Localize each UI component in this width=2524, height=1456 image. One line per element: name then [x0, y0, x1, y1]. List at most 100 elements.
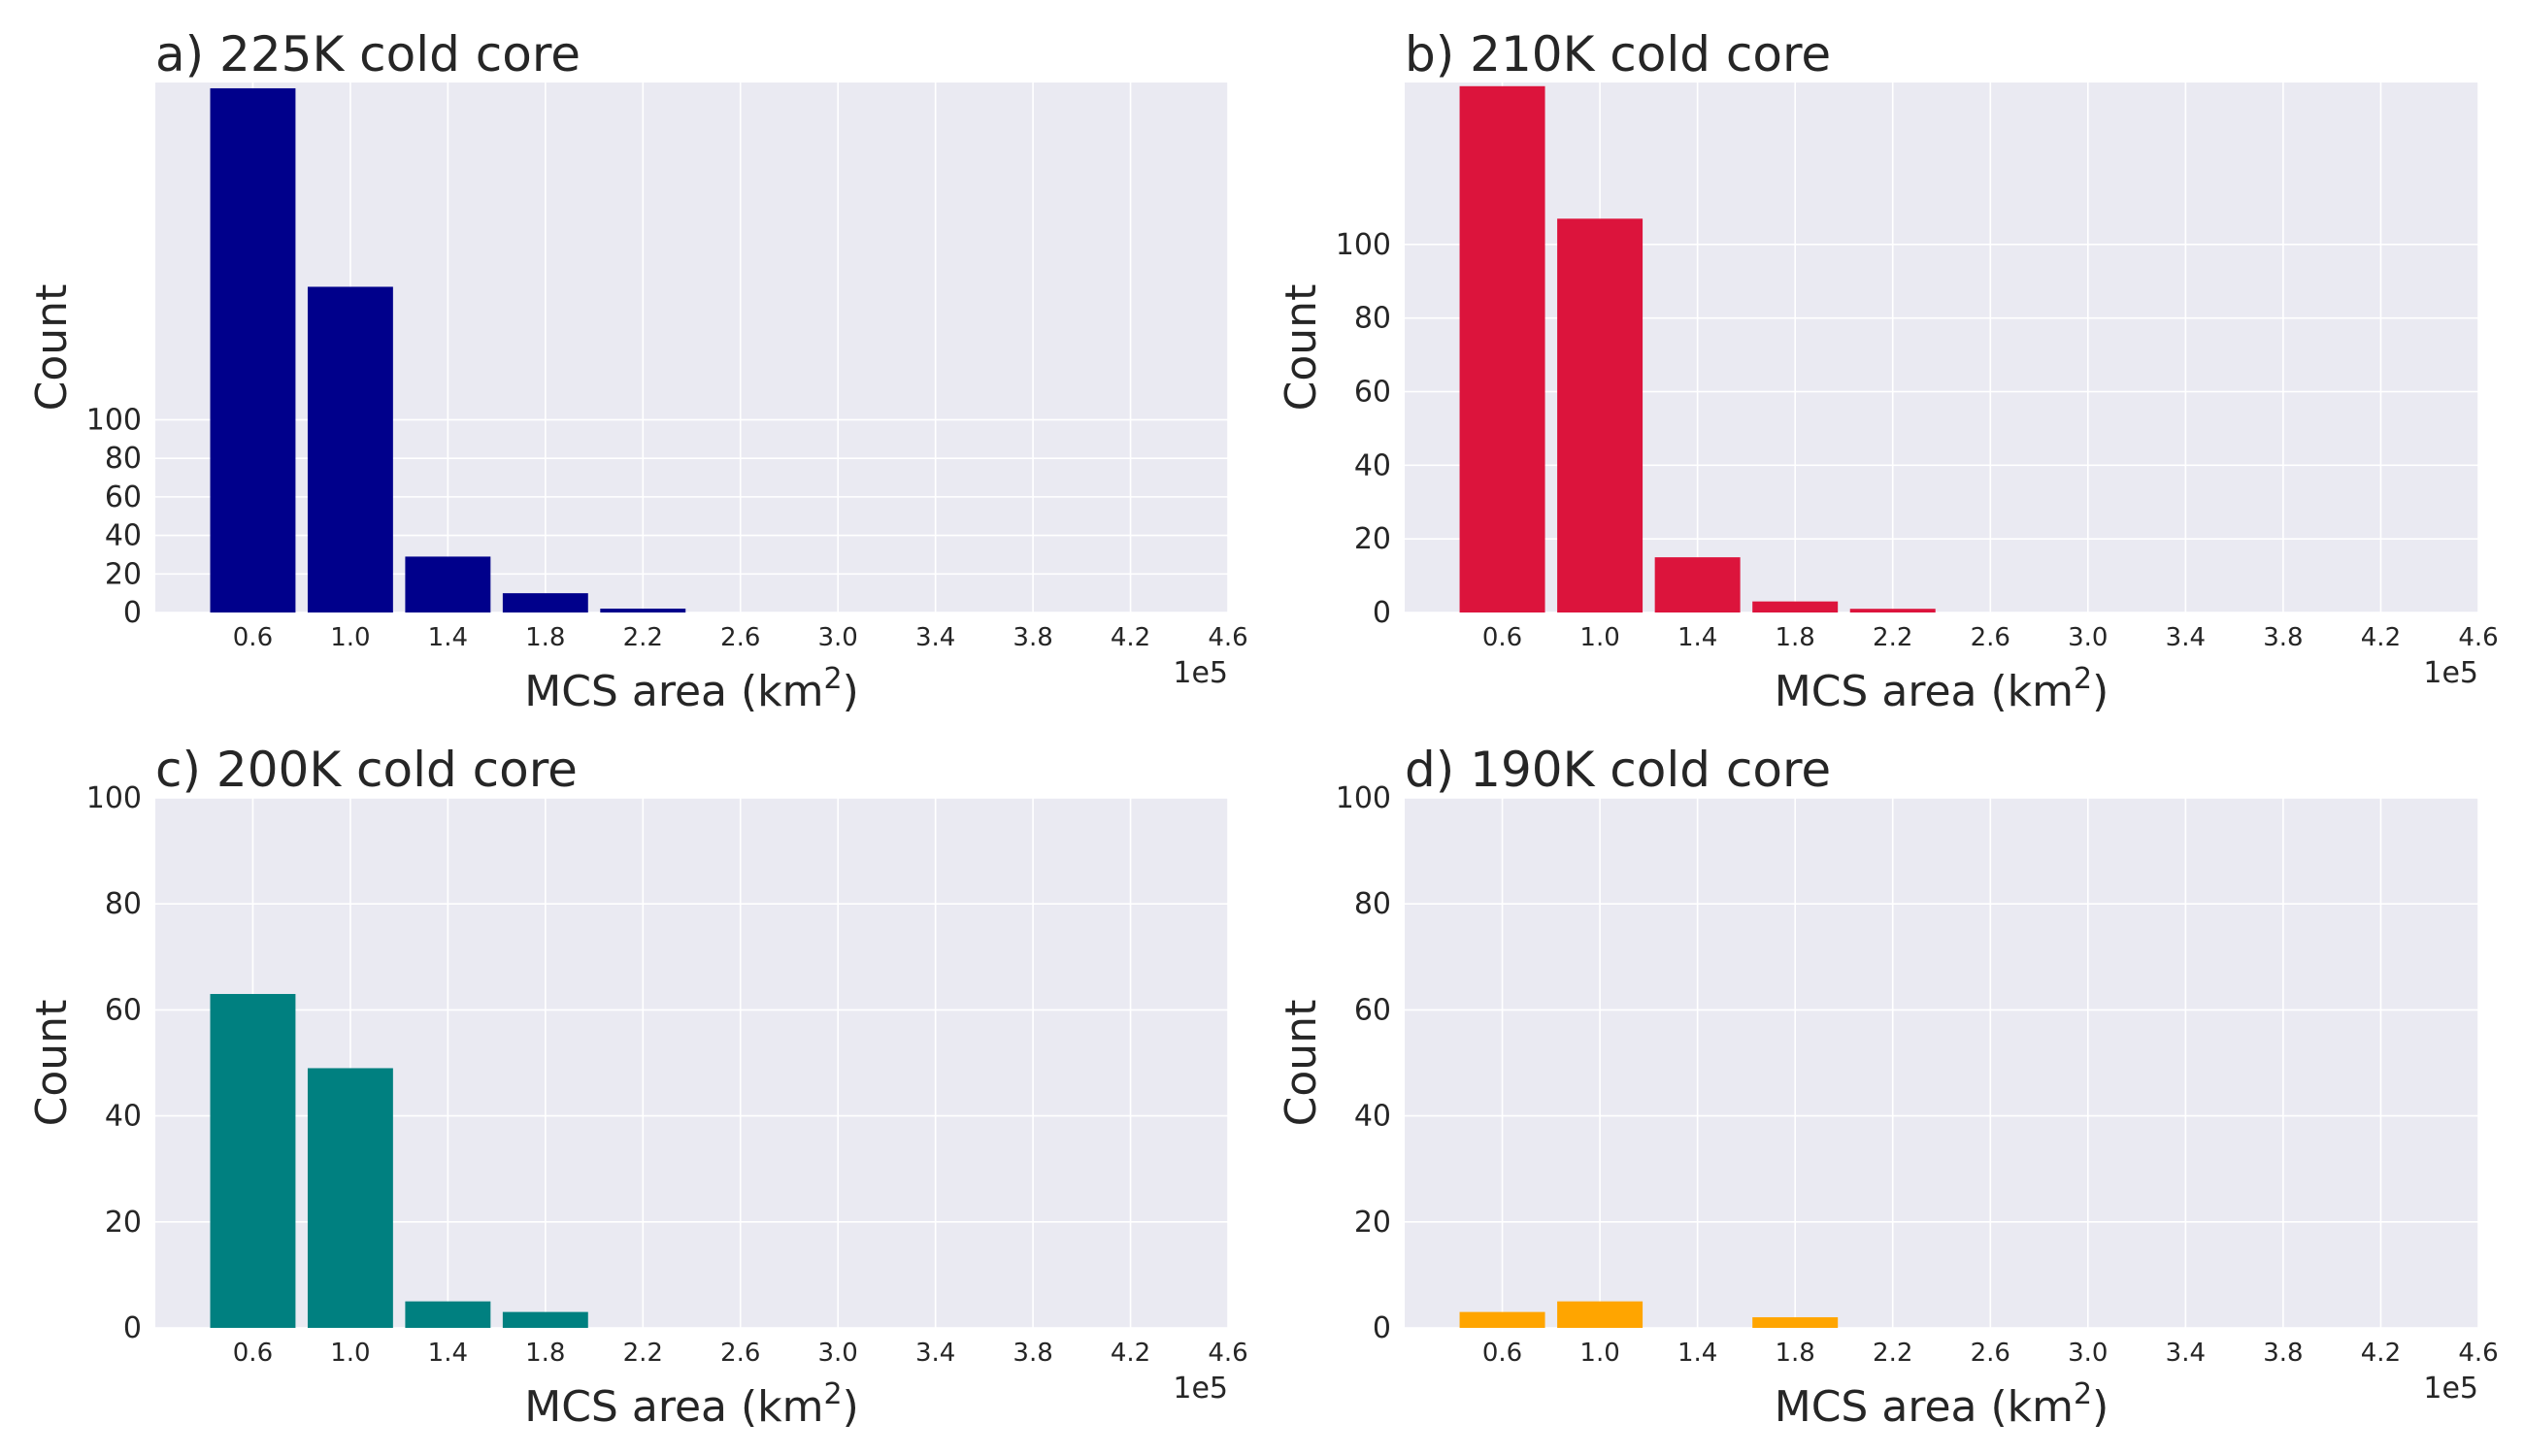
bars	[210, 87, 686, 612]
x-offset-label: 1e5	[2423, 656, 2478, 690]
x-tick-label: 3.0	[2068, 623, 2108, 652]
y-tick-label: 100	[1336, 228, 1391, 262]
y-tick-label: 20	[105, 557, 142, 591]
y-tick-label: 40	[1354, 1100, 1391, 1134]
panel-title: a) 225K cold core	[155, 26, 581, 83]
x-tick-label: 3.4	[2166, 623, 2206, 652]
y-tick-label: 0	[1373, 1311, 1391, 1345]
x-axis-label-close: )	[2092, 667, 2109, 716]
bar	[307, 1068, 393, 1328]
bar	[1654, 557, 1741, 612]
y-axis-label: Count	[1277, 284, 1326, 412]
chart-panel-d: 0.6 1.0 1.4 1.8 2.2 2.6 3.0 3.4 3.8 4.2 4.6 0 20 40 60…	[1277, 742, 2499, 1432]
x-axis-label: MCS area (km2)	[524, 662, 858, 716]
plot-area	[1405, 798, 2478, 1328]
x-tick-label: 3.0	[2068, 1339, 2108, 1368]
bar	[1459, 1311, 1545, 1328]
y-axis-label: Count	[27, 1000, 77, 1127]
x-tick-label: 0.6	[1482, 1339, 1522, 1368]
bar	[1557, 1301, 1644, 1328]
x-tick-label: 1.0	[330, 1339, 370, 1368]
y-tick-labels: 0 20 40 60 80 100	[1336, 228, 1391, 630]
x-tick-label: 4.2	[2361, 623, 2401, 652]
x-tick-label: 1.8	[525, 1339, 565, 1368]
x-axis-label: MCS area (km2)	[1775, 1377, 2109, 1432]
bar	[405, 1301, 491, 1328]
x-tick-label: 3.4	[2166, 1339, 2206, 1368]
y-tick-label: 40	[1354, 448, 1391, 482]
bars	[210, 994, 588, 1328]
grid	[1405, 797, 2479, 1329]
y-tick-label: 0	[123, 596, 142, 630]
y-tick-label: 60	[1354, 993, 1391, 1027]
x-tick-label: 4.2	[1111, 623, 1150, 652]
y-tick-label: 20	[1354, 522, 1391, 556]
x-tick-label: 1.0	[330, 623, 370, 652]
x-tick-label: 2.6	[1971, 623, 2010, 652]
x-tick-label: 1.0	[1579, 1339, 1619, 1368]
x-tick-label: 2.2	[623, 1339, 663, 1368]
x-axis-label-close: )	[2092, 1382, 2109, 1432]
y-axis-label: Count	[1277, 1000, 1326, 1127]
x-axis-label-main: MCS area (km	[1775, 1382, 2074, 1432]
y-tick-label: 0	[1373, 596, 1391, 630]
bar	[210, 87, 296, 612]
bars	[1459, 85, 1936, 612]
bar	[1557, 218, 1644, 612]
x-tick-label: 4.2	[2361, 1339, 2401, 1368]
x-axis-label-main: MCS area (km	[1775, 667, 2074, 716]
y-tick-label: 80	[105, 442, 142, 476]
chart-panel-b: 0.6 1.0 1.4 1.8 2.2 2.6 3.0 3.4 3.8 4.2 4.6 0 20 40 60…	[1277, 26, 2499, 716]
y-tick-label: 100	[1336, 781, 1391, 815]
x-axis-label-superscript: 2	[2074, 662, 2092, 696]
grid	[1405, 83, 2479, 613]
x-tick-label: 3.4	[915, 1339, 955, 1368]
x-tick-label: 3.4	[915, 623, 955, 652]
y-tick-label: 20	[105, 1206, 142, 1240]
x-tick-label: 2.2	[1873, 623, 1912, 652]
x-tick-label: 4.6	[2458, 1339, 2498, 1368]
bar	[405, 556, 491, 612]
x-tick-label: 1.4	[1677, 1339, 1717, 1368]
x-tick-label: 1.4	[428, 1339, 468, 1368]
x-tick-label: 0.6	[1482, 623, 1522, 652]
x-axis-label-main: MCS area (km	[524, 667, 823, 716]
x-tick-label: 0.6	[233, 1339, 273, 1368]
chart-panel-a: 0.6 1.0 1.4 1.8 2.2 2.6 3.0 3.4 3.8 4.2 4.6 0 20 40 60…	[27, 26, 1248, 716]
y-tick-labels: 0 20 40 60 80 100	[1336, 781, 1391, 1345]
x-tick-label: 1.4	[428, 623, 468, 652]
y-tick-label: 20	[1354, 1206, 1391, 1240]
x-tick-label: 1.8	[1776, 623, 1815, 652]
bar	[210, 994, 296, 1328]
y-tick-labels: 0 20 40 60 80 100	[86, 403, 142, 630]
panel-title: c) 200K cold core	[155, 742, 578, 798]
x-tick-label: 3.0	[818, 623, 858, 652]
x-axis-label-superscript: 2	[823, 662, 842, 696]
x-tick-labels: 0.6 1.0 1.4 1.8 2.2 2.6 3.0 3.4 3.8 4.2 4.6	[1482, 623, 2499, 652]
y-axis-label: Count	[27, 284, 77, 412]
x-offset-label: 1e5	[2423, 1372, 2478, 1406]
x-tick-labels: 0.6 1.0 1.4 1.8 2.2 2.6 3.0 3.4 3.8 4.2 4.6	[233, 623, 1248, 652]
x-tick-label: 1.8	[1776, 1339, 1815, 1368]
x-tick-label: 1.4	[1677, 623, 1717, 652]
x-axis-label-superscript: 2	[823, 1377, 842, 1411]
y-tick-label: 40	[105, 1100, 142, 1134]
x-tick-label: 2.6	[720, 1339, 760, 1368]
y-tick-label: 60	[105, 993, 142, 1027]
x-offset-label: 1e5	[1173, 656, 1228, 690]
bar	[502, 593, 588, 612]
x-tick-labels: 0.6 1.0 1.4 1.8 2.2 2.6 3.0 3.4 3.8 4.2 4.6	[1482, 1339, 2499, 1368]
x-tick-label: 4.2	[1111, 1339, 1150, 1368]
y-tick-label: 40	[105, 519, 142, 553]
chart-panel-c: 0.6 1.0 1.4 1.8 2.2 2.6 3.0 3.4 3.8 4.2 4.6 0 20 40 60…	[27, 742, 1248, 1432]
y-tick-label: 60	[1354, 376, 1391, 410]
bar	[1752, 1317, 1839, 1328]
x-tick-label: 4.6	[2458, 623, 2498, 652]
x-axis-label-main: MCS area (km	[524, 1382, 823, 1432]
y-tick-label: 80	[1354, 887, 1391, 921]
x-tick-label: 2.6	[720, 623, 760, 652]
x-tick-label: 0.6	[233, 623, 273, 652]
bar	[600, 609, 686, 612]
x-tick-label: 4.6	[1208, 623, 1247, 652]
